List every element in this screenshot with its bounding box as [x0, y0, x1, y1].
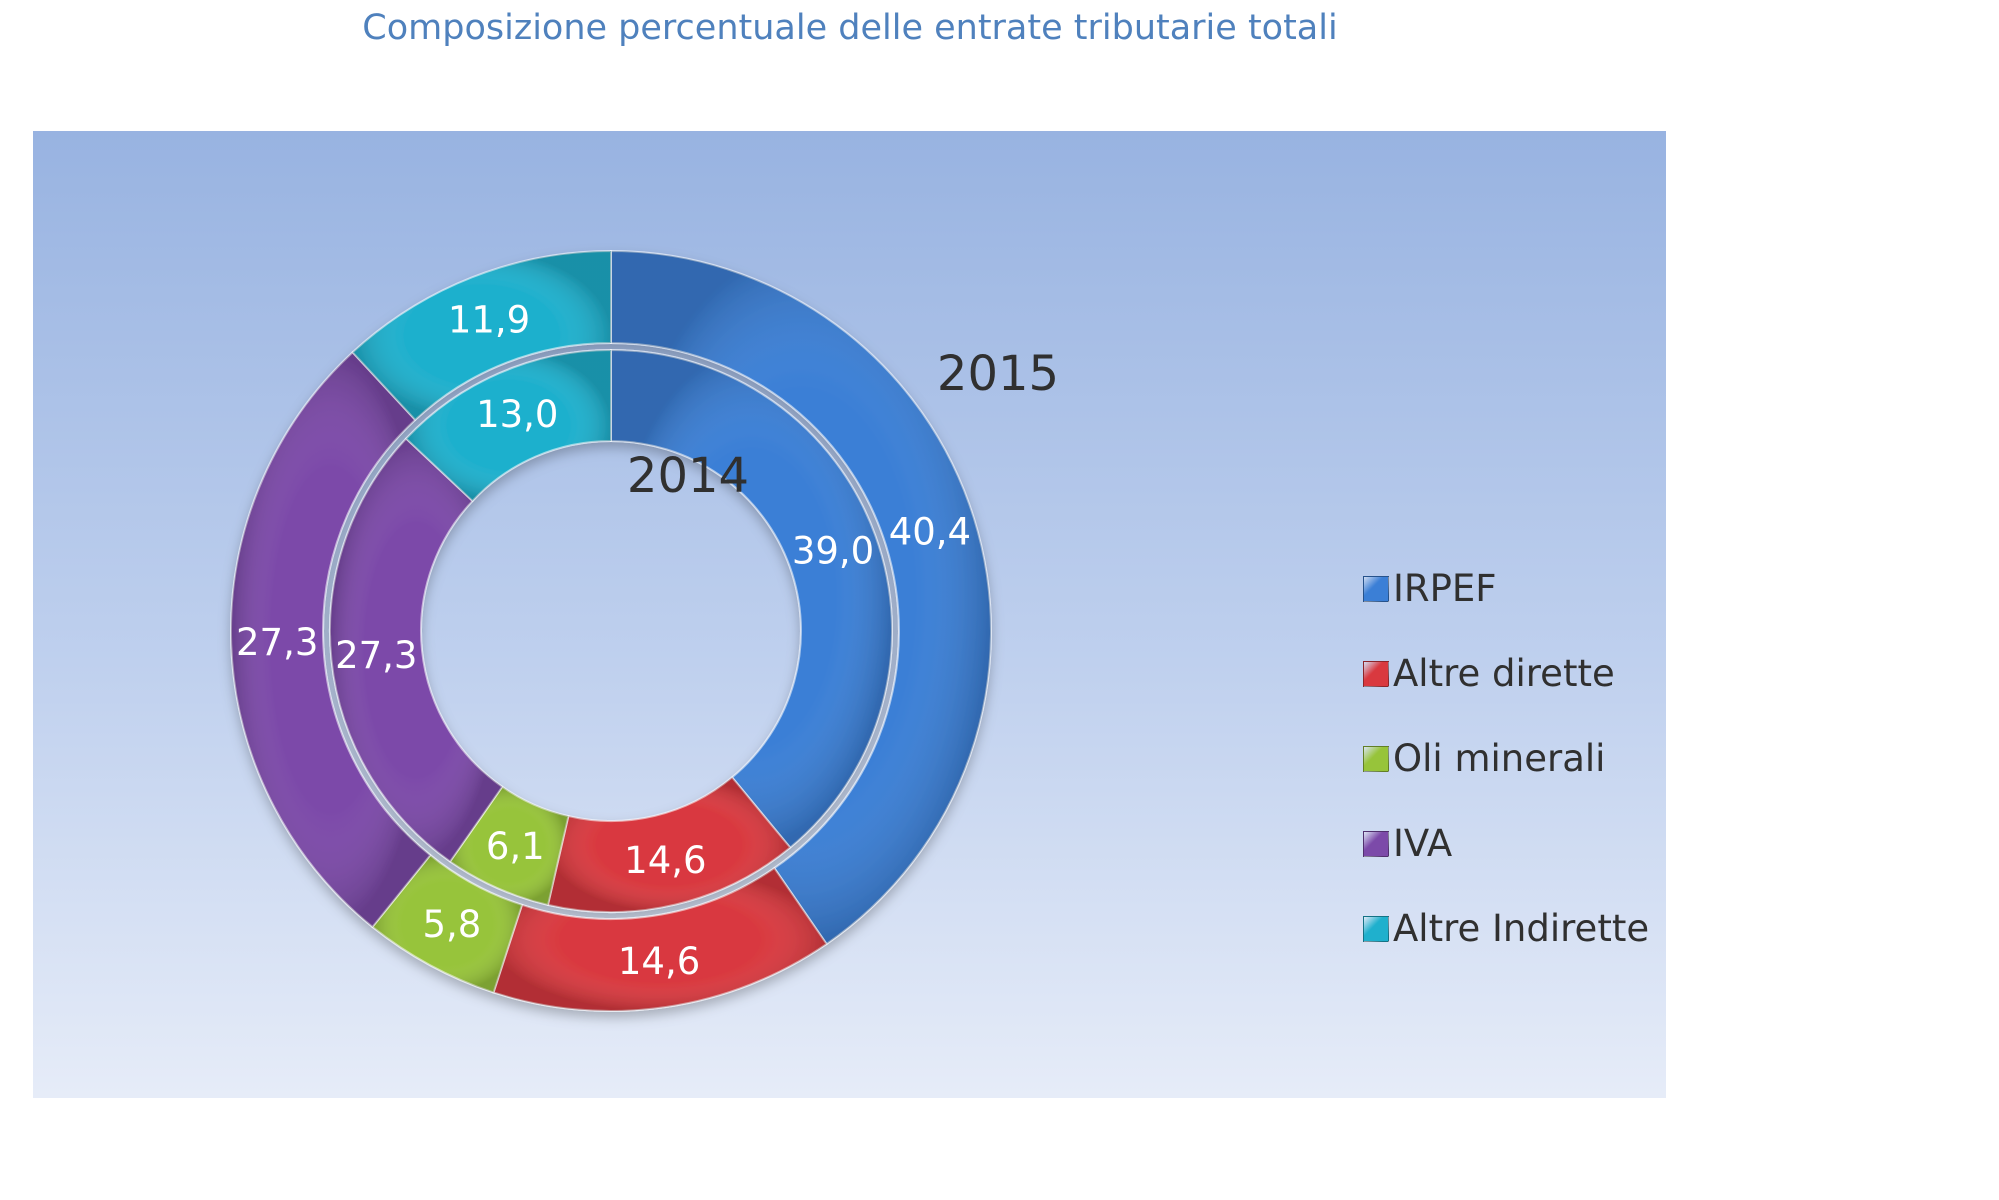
- slice-shade-2014-irpef: [611, 350, 892, 848]
- slice-shade-2015-oli-minerali: [372, 855, 523, 993]
- slice-shade-2015-irpef: [611, 251, 992, 944]
- legend-label-altre-dirette: Altre dirette: [1393, 652, 1615, 695]
- legend-swatch-oli-minerali: [1363, 745, 1389, 772]
- data-label-2014-oli-minerali: 6,1: [486, 825, 545, 868]
- data-label-2015-altre-dirette: 14,6: [618, 940, 700, 983]
- legend-swatch-iva: [1363, 830, 1389, 857]
- legend-label-iva: IVA: [1393, 822, 1453, 865]
- slice-shade-2015-iva: [230, 352, 431, 927]
- data-label-2015-oli-minerali: 5,8: [423, 903, 482, 946]
- legend-label-oli-minerali: Oli minerali: [1393, 737, 1606, 780]
- legend-swatch-altre-dirette: [1363, 660, 1389, 687]
- data-label-2014-irpef: 39,0: [792, 530, 874, 573]
- data-label-2014-iva: 27,3: [335, 634, 417, 677]
- legend-swatch-altre-indirette: [1363, 915, 1389, 942]
- slice-shade-2014-oli-minerali: [450, 786, 569, 905]
- legend-item-iva: IVA: [1363, 801, 1649, 886]
- data-label-2014-altre-dirette: 14,6: [624, 839, 706, 882]
- legend-item-oli-minerali: Oli minerali: [1363, 716, 1649, 801]
- legend-item-altre-indirette: Altre Indirette: [1363, 886, 1649, 971]
- donut-chart: 39,0 14,6 6,1 27,3 13,0 40,4 14,6 5,8 27,3 11,9 20…: [230, 249, 1059, 1012]
- legend-item-irpef: IRPEF: [1363, 546, 1649, 631]
- legend-swatch-irpef: [1363, 575, 1389, 602]
- slice-shade-2015-altre-indirette: [352, 251, 611, 420]
- slice-shade-2015-altre-dirette: [493, 868, 827, 1011]
- legend-label-irpef: IRPEF: [1393, 567, 1497, 610]
- data-label-2015-iva: 27,3: [236, 621, 318, 664]
- data-label-2014-altre-indirette: 13,0: [476, 393, 558, 436]
- slice-shade-2014-altre-indirette: [406, 350, 611, 501]
- legend: IRPEF Altre dirette Oli minerali IVA Alt…: [1363, 546, 1649, 971]
- series-label-2014: 2014: [627, 448, 749, 504]
- slice-shade-2014-altre-dirette: [547, 777, 791, 912]
- series-label-2015: 2015: [937, 346, 1059, 402]
- legend-label-altre-indirette: Altre Indirette: [1393, 907, 1650, 950]
- data-label-2015-irpef: 40,4: [889, 510, 971, 553]
- legend-item-altre-dirette: Altre dirette: [1363, 631, 1649, 716]
- chart-title: Composizione percentuale delle entrate t…: [362, 8, 1338, 48]
- data-label-2015-altre-indirette: 11,9: [448, 299, 530, 342]
- plot-area: 39,0 14,6 6,1 27,3 13,0 40,4 14,6 5,8 27,3 11,9 20…: [33, 131, 1666, 1098]
- slice-shade-2014-iva: [330, 438, 503, 862]
